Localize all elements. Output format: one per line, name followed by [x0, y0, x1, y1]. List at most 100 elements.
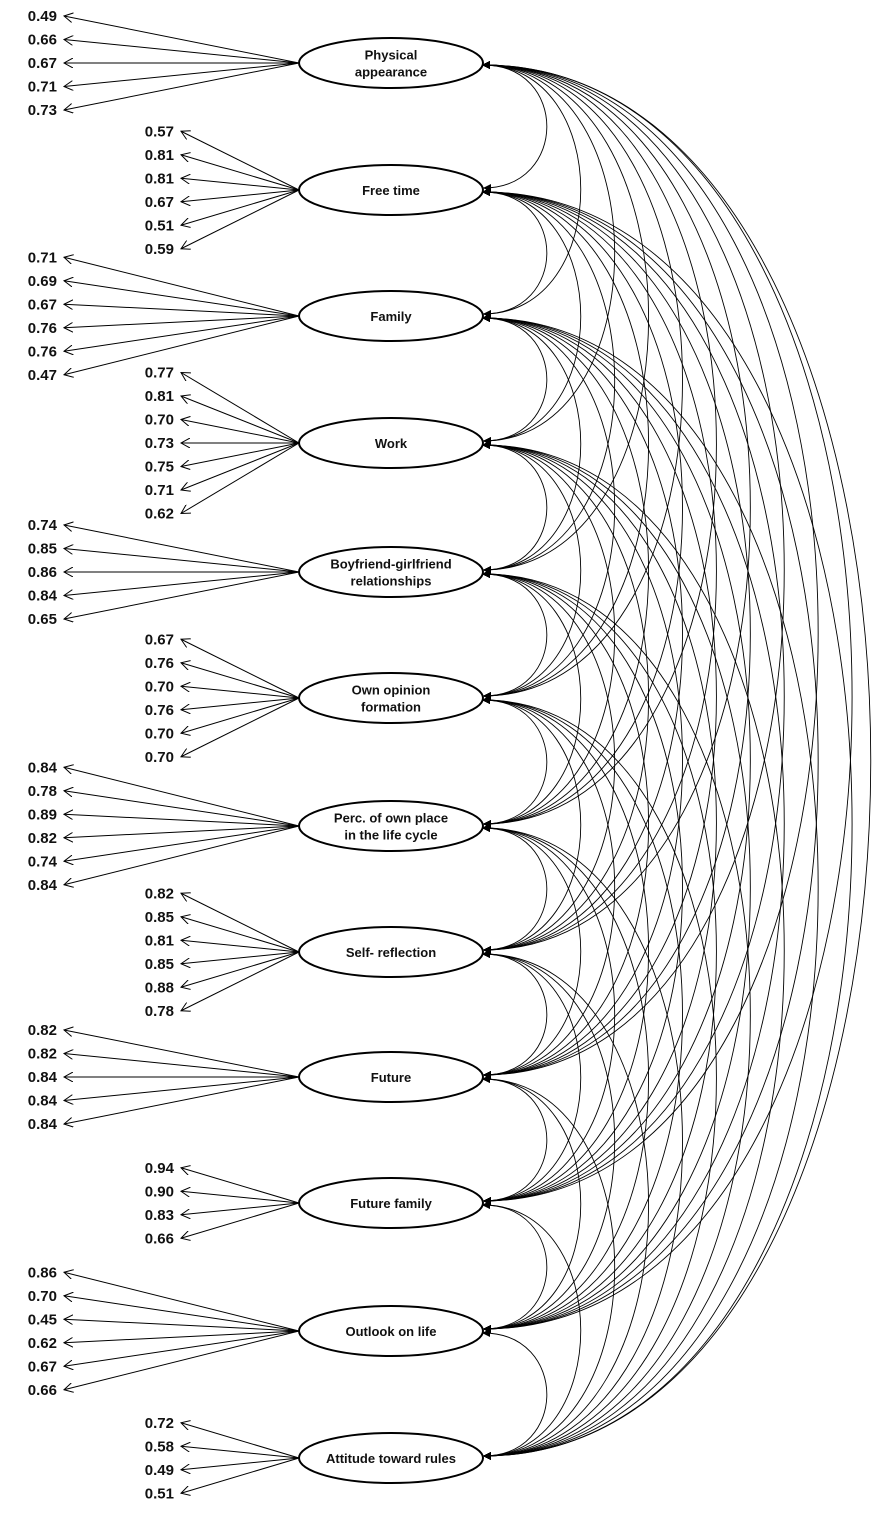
factor-label: Physical	[365, 48, 418, 63]
correlation-curve	[482, 696, 582, 954]
factor-node: Free time	[298, 164, 484, 216]
loading-arrow	[64, 40, 300, 64]
correlation-curve	[482, 188, 616, 574]
loading-arrow	[181, 893, 300, 953]
loading-arrow	[64, 1330, 300, 1343]
loading-arrow	[181, 1191, 300, 1204]
loading-value: 0.65	[28, 611, 57, 628]
correlation-curve	[482, 570, 615, 954]
correlation-curve	[482, 314, 751, 1205]
loading-arrow	[64, 1296, 300, 1332]
loading-value: 0.78	[28, 783, 57, 800]
loading-arrow	[181, 420, 300, 444]
loading-value: 0.67	[28, 1358, 57, 1375]
correlation-curve	[482, 1329, 548, 1460]
loading-value: 0.82	[28, 1046, 57, 1063]
loading-arrow	[181, 1202, 300, 1238]
correlation-curve	[482, 441, 582, 700]
loading-arrow	[181, 373, 300, 444]
correlation-curve	[482, 441, 649, 954]
correlation-curve	[482, 314, 717, 1079]
factor-label: Self- reflection	[346, 945, 436, 960]
loading-arrow	[64, 257, 300, 317]
factor-ellipse	[298, 1432, 484, 1484]
loading-arrow	[64, 1272, 300, 1332]
correlation-curve	[482, 188, 683, 828]
loading-arrow	[181, 697, 300, 757]
loading-arrow	[64, 791, 300, 827]
correlation-curve	[482, 188, 548, 318]
loading-arrow	[64, 825, 300, 885]
loading-value: 0.58	[145, 1438, 174, 1455]
loading-value: 0.49	[28, 8, 57, 25]
loading-arrow	[181, 189, 300, 225]
factor-node: Outlook on life	[298, 1305, 484, 1357]
correlation-curve	[482, 61, 649, 574]
loading-arrows: 0.49 0.66 0.67 0.71 0.73 0.57 0.81 0.81 0.67 0.51…	[28, 8, 300, 1502]
loading-value: 0.74	[28, 517, 58, 534]
factor-ellipse	[298, 546, 484, 598]
correlation-curve	[482, 188, 751, 1079]
loading-arrow	[181, 917, 300, 953]
correlation-curve	[482, 188, 582, 445]
factor-label: Boyfriend-girlfriend	[330, 557, 451, 572]
loading-value: 0.85	[145, 909, 174, 926]
correlation-curve	[482, 696, 615, 1079]
factor-label: Outlook on life	[346, 1324, 437, 1339]
loading-arrow	[64, 62, 300, 110]
loading-arrow	[64, 1030, 300, 1078]
loading-value: 0.84	[28, 759, 58, 776]
loading-value: 0.71	[28, 249, 57, 266]
correlation-curve	[482, 314, 582, 574]
loading-arrow	[181, 1202, 300, 1215]
factor-node: Future	[298, 1051, 484, 1103]
correlation-curve	[482, 188, 649, 700]
factor-label: Future	[371, 1070, 411, 1085]
loading-value: 0.73	[28, 102, 57, 119]
correlation-curve	[482, 188, 717, 954]
loading-value: 0.70	[28, 1288, 57, 1305]
loading-value: 0.51	[145, 217, 174, 234]
loading-value: 0.70	[145, 749, 174, 766]
loading-arrow	[64, 315, 300, 375]
loading-arrow	[181, 442, 300, 514]
loading-arrow	[64, 825, 300, 861]
loading-value: 0.67	[145, 631, 174, 648]
factor-node: Boyfriend-girlfriend relationships	[298, 546, 484, 598]
correlation-curve	[482, 1075, 548, 1205]
factor-nodes: Physical appearance Free time Family Work Boy…	[298, 37, 484, 1484]
factor-label: Perc. of own place	[334, 811, 448, 826]
correlation-curve	[482, 696, 683, 1333]
factor-node: Self- reflection	[298, 926, 484, 978]
loading-arrow	[181, 639, 300, 699]
correlation-curve	[482, 950, 649, 1460]
loading-value: 0.51	[145, 1485, 174, 1502]
loading-arrow	[181, 131, 300, 191]
correlation-curve	[482, 441, 751, 1333]
correlation-curve	[482, 570, 717, 1333]
correlation-curve	[482, 61, 853, 1333]
loading-value: 0.77	[145, 365, 174, 382]
loading-value: 0.72	[145, 1415, 174, 1432]
loading-value: 0.70	[145, 678, 174, 695]
loading-value: 0.70	[145, 412, 174, 429]
loading-value: 0.71	[145, 482, 174, 499]
factor-label: Family	[370, 309, 412, 324]
loading-arrow	[64, 315, 300, 351]
loading-arrow	[64, 1076, 300, 1124]
correlation-curve	[482, 188, 853, 1460]
factor-label: relationships	[351, 574, 432, 589]
correlation-curve	[482, 824, 615, 1205]
correlation-curve	[482, 61, 872, 1460]
correlation-curve	[482, 61, 819, 1205]
loading-arrow	[64, 1054, 300, 1078]
factor-label: Free time	[362, 183, 420, 198]
correlation-curve	[482, 314, 683, 954]
loading-value: 0.82	[28, 830, 57, 847]
factor-ellipse	[298, 1051, 484, 1103]
loading-value: 0.81	[145, 170, 174, 187]
factor-node: Work	[298, 417, 484, 469]
loading-value: 0.82	[28, 1022, 57, 1039]
loading-value: 0.71	[28, 79, 57, 96]
